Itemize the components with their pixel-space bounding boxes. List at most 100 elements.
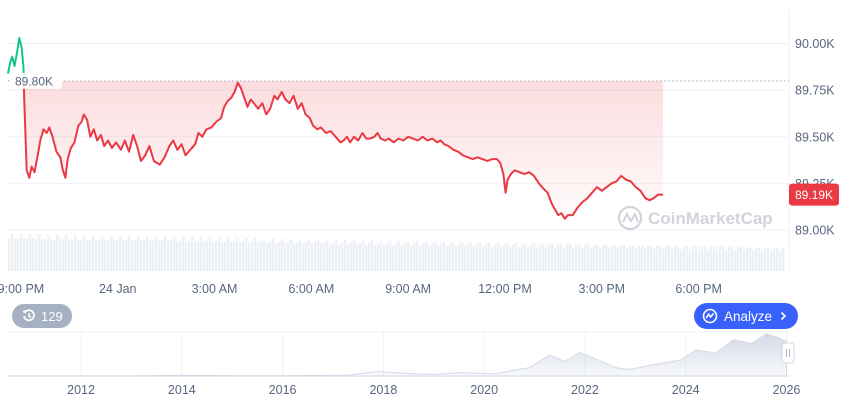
volume-bar <box>710 246 713 271</box>
volume-bar <box>41 238 44 271</box>
volume-bar <box>599 248 602 271</box>
volume-bar <box>299 239 302 271</box>
volume-bar <box>257 242 260 271</box>
volume-bar <box>326 239 329 271</box>
volume-bar <box>584 244 587 271</box>
volume-bar <box>581 247 584 271</box>
reference-label: 89.80K <box>15 74 53 88</box>
volume-bar <box>164 236 167 271</box>
volume-bar <box>122 240 125 271</box>
history-tick-label: 2024 <box>672 383 700 397</box>
volume-bar <box>440 243 443 271</box>
volume-bar <box>746 246 749 271</box>
history-badge[interactable]: 129 <box>12 304 72 328</box>
volume-bar <box>347 244 350 271</box>
volume-bar <box>761 250 764 271</box>
volume-bar <box>179 240 182 271</box>
volume-bar <box>500 246 503 271</box>
volume-bar <box>611 245 614 271</box>
volume-bar <box>473 246 476 271</box>
volume-bar <box>203 241 206 271</box>
price-line-down <box>22 80 664 220</box>
history-tick-label: 2026 <box>773 383 801 397</box>
volume-bar <box>542 243 545 271</box>
volume-bar <box>14 238 17 271</box>
history-tick-label: 2014 <box>168 383 196 397</box>
reference-label-bg <box>10 72 62 89</box>
volume-bar <box>35 239 38 271</box>
volume-bar <box>386 242 389 271</box>
volume-bar <box>74 235 77 271</box>
volume-bar <box>680 249 683 271</box>
volume-bar <box>68 239 71 271</box>
volume-bar <box>110 235 113 271</box>
volume-bar <box>389 240 392 271</box>
volume-bar <box>632 245 635 271</box>
volume-bar <box>527 247 530 271</box>
volume-bar <box>89 239 92 271</box>
volume-bar <box>638 245 641 271</box>
volume-bar <box>146 236 149 271</box>
volume-bar <box>158 240 161 271</box>
volume-bar <box>227 237 230 271</box>
volume-bar <box>644 248 647 271</box>
volume-bar <box>251 241 254 271</box>
volume-bar <box>485 243 488 271</box>
volume-bar <box>269 241 272 271</box>
volume-bar <box>272 238 275 271</box>
volume-bar <box>95 239 98 271</box>
volume-bar <box>176 241 179 271</box>
volume-bar <box>779 250 782 271</box>
history-badge-label: 129 <box>41 308 63 324</box>
volume-bar <box>278 241 281 271</box>
volume-bar <box>698 249 701 271</box>
volume-bar <box>50 238 53 271</box>
history-tick-label: 2022 <box>571 383 599 397</box>
volume-bar <box>782 247 785 271</box>
volume-bar <box>215 240 218 271</box>
volume-bar <box>245 238 248 271</box>
volume-bar <box>80 239 83 271</box>
volume-bar <box>512 244 515 271</box>
history-navigator[interactable]: 2012 2014 2016 2018 2020 2022 2024 2026 <box>8 331 801 397</box>
volume-bar <box>407 241 410 271</box>
volume-bar <box>425 241 428 271</box>
volume-bar <box>494 243 497 271</box>
current-price-label: 89.19K <box>795 188 833 202</box>
reference-line: 89.80K <box>8 72 789 89</box>
volume-bar <box>263 238 266 271</box>
volume-bar <box>566 244 569 271</box>
volume-bar <box>149 240 152 271</box>
volume-bar <box>656 245 659 271</box>
coinmarketcap-watermark: CoinMarketCap <box>617 205 773 231</box>
volume-bar <box>419 245 422 271</box>
volume-bar <box>239 242 242 271</box>
analyze-button[interactable]: Analyze <box>694 303 799 329</box>
volume-bar <box>398 240 401 271</box>
volume-bar <box>563 247 566 271</box>
price-area-down <box>23 80 664 219</box>
history-range-handle[interactable] <box>781 342 795 364</box>
price-series[interactable] <box>7 37 664 220</box>
volume-bar <box>602 245 605 271</box>
volume-bar <box>191 237 194 271</box>
volume-bar <box>296 241 299 271</box>
volume-bar <box>437 245 440 271</box>
volume-bar <box>317 239 320 271</box>
volume-bar <box>8 238 11 271</box>
volume-bar <box>170 240 173 271</box>
volume-bar <box>647 245 650 271</box>
volume-bar <box>701 246 704 271</box>
volume-bar <box>32 238 35 271</box>
volume-bar <box>545 247 548 271</box>
volume-bar <box>554 247 557 271</box>
volume-bar <box>143 240 146 271</box>
volume-bar <box>461 242 464 271</box>
x-axis: 9:00 PM 24 Jan 3:00 AM 6:00 AM 9:00 AM 12:00 … <box>0 282 722 296</box>
volume-bar <box>125 240 128 271</box>
volume-bar <box>620 245 623 271</box>
volume-bar <box>659 245 662 271</box>
volume-bar <box>560 243 563 271</box>
x-tick-label: 9:00 AM <box>385 282 431 296</box>
